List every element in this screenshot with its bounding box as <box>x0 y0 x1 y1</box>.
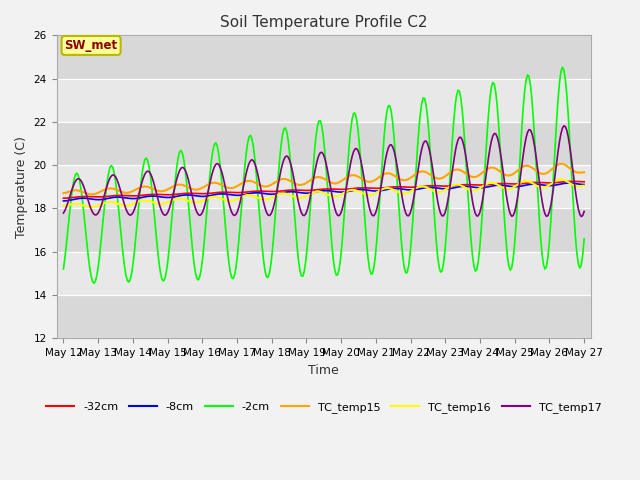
Bar <box>56 208 591 252</box>
TC_temp15 <box>557 161 564 167</box>
TC_temp15 <box>125 190 132 195</box>
TC_temp16 <box>553 178 561 183</box>
Bar <box>56 295 591 338</box>
X-axis label: Time: Time <box>308 363 339 376</box>
-2cm <box>289 187 296 192</box>
-8cm <box>232 192 240 198</box>
-2cm <box>243 150 250 156</box>
Bar <box>56 36 591 79</box>
TC_temp15 <box>553 163 561 168</box>
-2cm <box>90 280 98 286</box>
-32cm <box>215 190 223 195</box>
TC_temp15 <box>234 183 241 189</box>
-32cm <box>241 189 248 195</box>
TC_temp15 <box>289 180 296 185</box>
Line: -32cm: -32cm <box>63 181 584 198</box>
Line: TC_temp15: TC_temp15 <box>63 164 584 194</box>
TC_temp17 <box>560 123 568 129</box>
TC_temp17 <box>241 177 248 183</box>
TC_temp16 <box>125 202 132 208</box>
TC_temp15 <box>580 169 588 175</box>
-8cm <box>551 182 559 188</box>
-2cm <box>234 252 241 257</box>
-8cm <box>287 189 295 194</box>
Line: -2cm: -2cm <box>63 67 584 283</box>
-2cm <box>216 162 224 168</box>
TC_temp15 <box>87 192 95 197</box>
-2cm <box>580 236 588 242</box>
TC_temp16 <box>580 183 588 189</box>
TC_temp17 <box>60 210 67 216</box>
-8cm <box>580 182 588 188</box>
-2cm <box>553 118 561 124</box>
TC_temp17 <box>232 211 240 217</box>
TC_temp16 <box>216 195 224 201</box>
-8cm <box>124 195 131 201</box>
-2cm <box>559 64 566 70</box>
-32cm <box>124 193 131 199</box>
-32cm <box>567 179 575 184</box>
Legend: -32cm, -8cm, -2cm, TC_temp15, TC_temp16, TC_temp17: -32cm, -8cm, -2cm, TC_temp15, TC_temp16,… <box>42 398 605 418</box>
TC_temp17 <box>577 214 585 219</box>
TC_temp17 <box>124 209 131 215</box>
-32cm <box>232 190 240 195</box>
TC_temp16 <box>557 177 564 182</box>
Line: TC_temp16: TC_temp16 <box>63 180 584 207</box>
-2cm <box>60 266 67 272</box>
-2cm <box>125 279 132 285</box>
TC_temp16 <box>289 193 296 199</box>
TC_temp16 <box>243 192 250 198</box>
-8cm <box>241 192 248 197</box>
TC_temp15 <box>60 190 67 196</box>
Title: Soil Temperature Profile C2: Soil Temperature Profile C2 <box>220 15 428 30</box>
Text: SW_met: SW_met <box>65 39 118 52</box>
-32cm <box>60 195 67 201</box>
-8cm <box>60 198 67 204</box>
TC_temp15 <box>216 181 224 187</box>
TC_temp16 <box>234 196 241 202</box>
-8cm <box>566 180 573 186</box>
-32cm <box>551 180 559 186</box>
TC_temp16 <box>87 204 95 210</box>
TC_temp17 <box>287 163 295 168</box>
TC_temp17 <box>215 162 223 168</box>
TC_temp15 <box>243 179 250 184</box>
Line: -8cm: -8cm <box>63 183 584 201</box>
TC_temp17 <box>551 172 559 178</box>
Bar <box>56 122 591 165</box>
Line: TC_temp17: TC_temp17 <box>63 126 584 216</box>
TC_temp17 <box>580 209 588 215</box>
-8cm <box>215 191 223 197</box>
-32cm <box>580 179 588 185</box>
Y-axis label: Temperature (C): Temperature (C) <box>15 136 28 238</box>
-32cm <box>287 187 295 193</box>
TC_temp16 <box>60 203 67 209</box>
